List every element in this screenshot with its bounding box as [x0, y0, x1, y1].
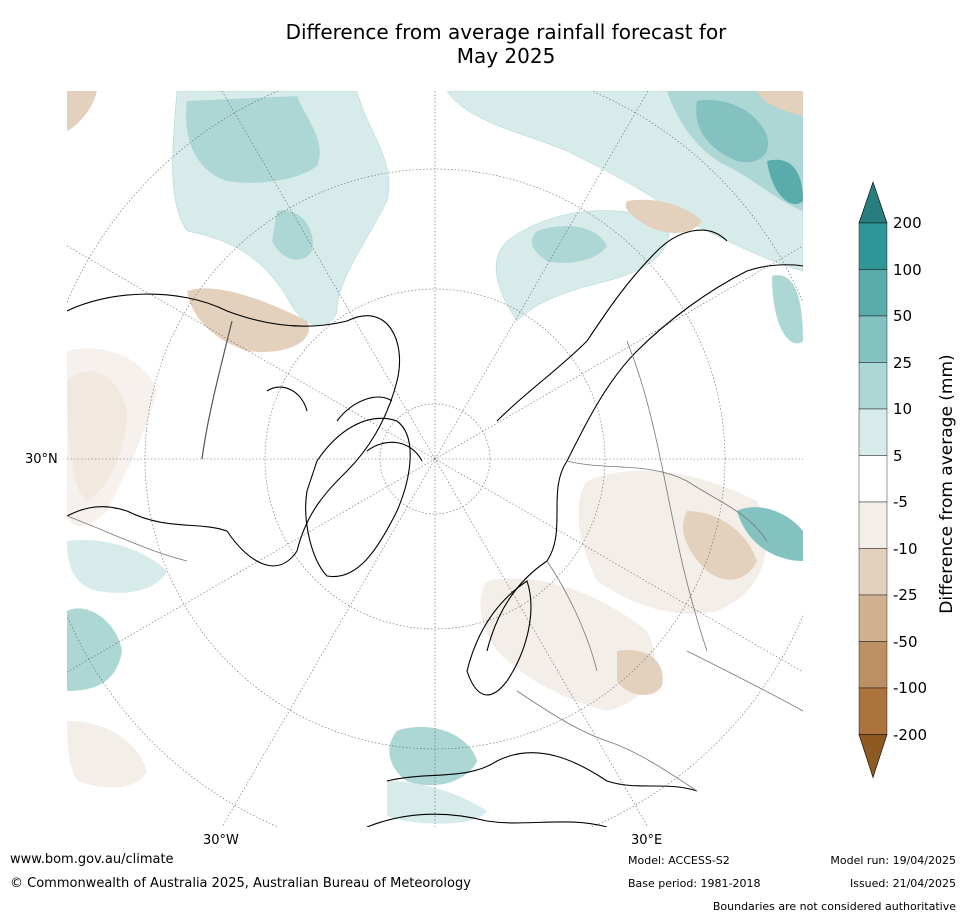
footer-disclaimer: Boundaries are not considered authoritat…: [712, 900, 956, 913]
dry-region-central-asia: [578, 470, 767, 614]
colorbar-tick-label: 25: [893, 353, 913, 372]
colorbar-tick-label: 5: [893, 446, 903, 465]
map-title: Difference from average rainfall forecas…: [0, 20, 965, 68]
coast-scandinavia: [466, 580, 532, 696]
wet-region-iberia: [389, 727, 478, 786]
coast-north-africa: [366, 813, 608, 827]
colorbar-tick-label: -50: [893, 632, 918, 651]
coast-greenland: [305, 417, 411, 578]
footer-issued: Issued: 21/04/2025: [849, 877, 956, 890]
footer-copyright: © Commonwealth of Australia 2025, Austra…: [10, 876, 471, 891]
lat-label-30n: 30°N: [25, 452, 58, 467]
wet-region-far-right: [772, 275, 803, 344]
colorbar-segment: [858, 687, 888, 735]
wet-region-iberia-light: [387, 781, 487, 824]
coast-north-america: [67, 293, 401, 567]
coast-europe-asia: [486, 264, 803, 652]
wet-region-top-right-core-2: [696, 100, 768, 163]
colorbar-tick-label: -5: [893, 493, 908, 511]
colorbar-tick-label: -25: [893, 586, 918, 604]
dry-region-central-asia-core: [683, 511, 757, 580]
colorbar-segment: [858, 594, 888, 642]
footer-model-run: Model run: 19/04/2025: [830, 854, 956, 867]
colorbar-segment: [858, 222, 888, 270]
map-boundary-arc: [201, 320, 233, 460]
colorbar-segment: [858, 315, 888, 363]
coast-arctic-islands: [266, 386, 423, 462]
colorbar-tick-label: -200: [893, 725, 928, 744]
colorbar-tick-label: 10: [893, 400, 913, 418]
rainfall-anomaly-map: [67, 91, 803, 827]
colorbar: [858, 181, 888, 779]
colorbar-extend-bottom: [858, 734, 888, 779]
coast-siberia-north: [496, 229, 728, 422]
dry-region-europe-core: [617, 650, 663, 696]
colorbar-tick-label: 50: [893, 307, 913, 325]
dry-region-europe: [480, 578, 655, 711]
wet-region-left-lower: [67, 608, 122, 691]
wet-region-east-asia: [737, 507, 803, 561]
colorbar-segment: [858, 362, 888, 410]
wet-region-left-mid: [67, 540, 167, 593]
anomaly-shading: [67, 91, 803, 824]
colorbar-tick-label: -10: [893, 539, 918, 558]
colorbar-segment: [858, 408, 888, 456]
coastlines: [67, 229, 803, 827]
footer-base-period: Base period: 1981-2018: [628, 877, 761, 890]
wet-region-siberia-core: [531, 226, 607, 263]
title-line-2: May 2025: [456, 44, 556, 68]
dry-region-alaska: [187, 288, 309, 352]
wet-region-top-right-core-3: [767, 159, 803, 205]
footer-model: Model: ACCESS-S2: [628, 854, 730, 867]
dry-region-bottom-left: [67, 721, 147, 788]
colorbar-segments: [858, 181, 888, 779]
colorbar-segment: [858, 455, 888, 503]
colorbar-segment: [858, 501, 888, 549]
footer-url: www.bom.gov.au/climate: [10, 852, 174, 867]
colorbar-segment: [858, 269, 888, 317]
dry-region-top-right: [757, 91, 803, 116]
title-line-1: Difference from average rainfall forecas…: [285, 20, 727, 44]
wet-region-north-pacific-core: [186, 96, 320, 183]
lon-label-30e: 30°E: [631, 833, 663, 848]
coast-mediterranean: [386, 752, 698, 792]
country-boundaries: [67, 340, 803, 792]
colorbar-tick-label: -100: [893, 679, 928, 697]
dry-region-left-light: [67, 348, 157, 526]
colorbar-segment: [858, 548, 888, 596]
lon-label-30w: 30°W: [203, 833, 239, 848]
graticule: [67, 91, 803, 827]
colorbar-extend-top: [858, 181, 888, 224]
dry-region-top-left: [67, 91, 97, 131]
colorbar-tick-label: 200: [893, 214, 922, 232]
wet-region-north-pacific-core-2: [272, 210, 313, 260]
colorbar-segment: [858, 641, 888, 689]
colorbar-tick-label: 100: [893, 260, 922, 279]
dry-region-scandinavia-arctic: [625, 199, 702, 233]
colorbar-title: Difference from average (mm): [937, 354, 957, 614]
